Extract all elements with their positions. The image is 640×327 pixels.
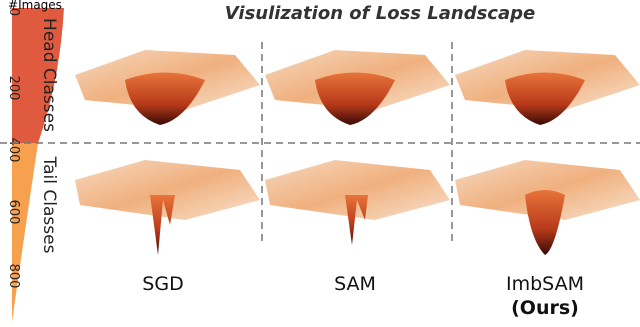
axis-label: #Images <box>8 0 62 12</box>
group-label: Tail Classes <box>39 156 59 254</box>
landscape <box>75 50 640 255</box>
method-label: ImbSAM <box>506 273 584 295</box>
title: Visulization of Loss Landscape <box>225 3 535 24</box>
method-label: SAM <box>334 273 376 295</box>
method-label: SGD <box>142 273 183 295</box>
group-label: Head Classes <box>39 18 59 132</box>
tail-bar <box>12 143 38 322</box>
ours-label: (Ours) <box>511 297 579 319</box>
tick-label: 800 <box>6 264 21 289</box>
tick-label: 200 <box>6 76 21 101</box>
tick-label: 400 <box>6 138 21 163</box>
tick-label: 600 <box>6 200 21 225</box>
head-bar <box>12 8 64 143</box>
tick-label: 0 <box>6 8 21 16</box>
